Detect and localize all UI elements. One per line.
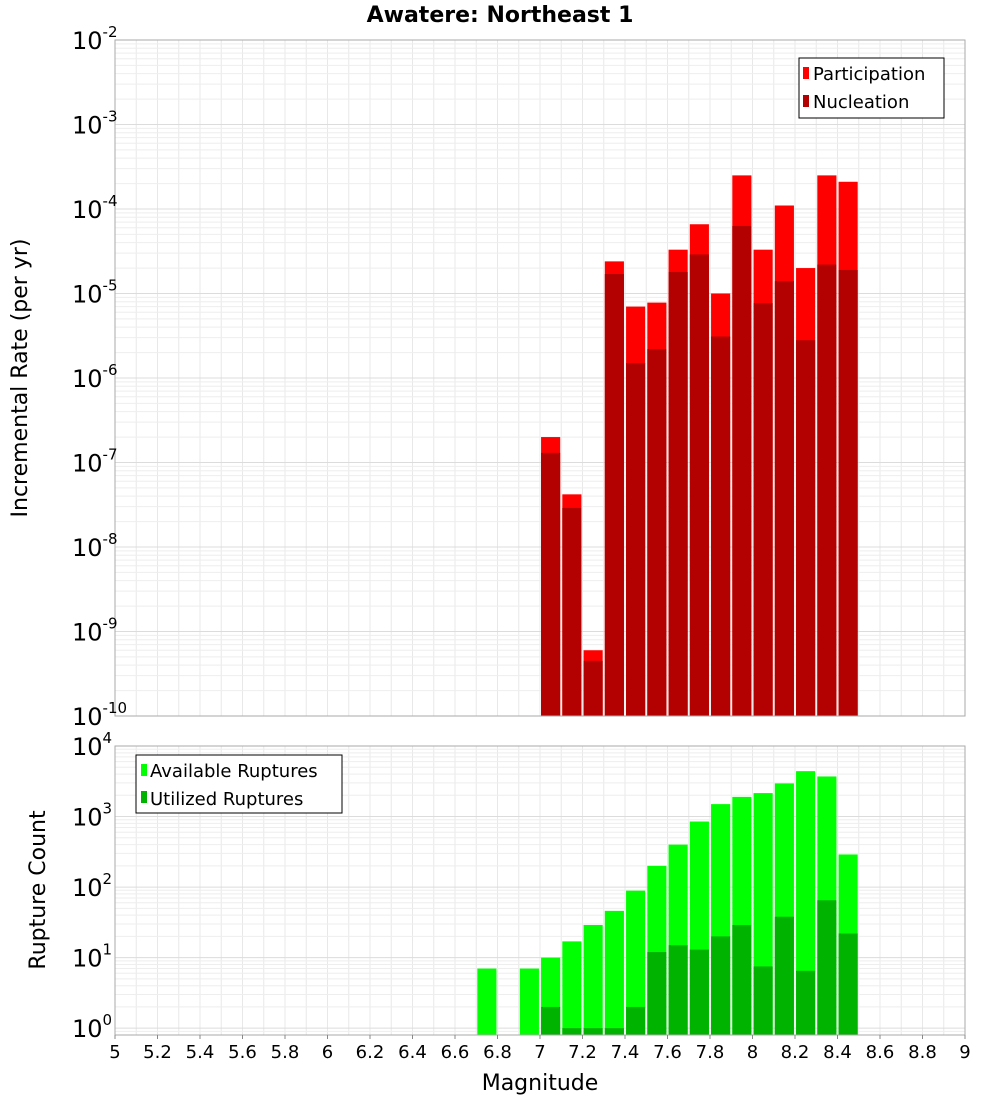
top-y-axis-ticks: 10-2 10-3 10-4 10-5 10-6 10-7 10-8 10-9 10-10 bbox=[72, 23, 127, 731]
y-tick-label: 10-6 bbox=[72, 361, 118, 393]
bar-utilized-ruptures bbox=[668, 945, 688, 1035]
bar-nucleation bbox=[541, 452, 561, 716]
x-tick-label: 8.4 bbox=[823, 1042, 852, 1063]
bar-available-ruptures bbox=[604, 910, 624, 1035]
legend-label-utilized-ruptures: Utilized Ruptures bbox=[150, 789, 303, 810]
bar-nucleation bbox=[668, 271, 688, 716]
bar-nucleation bbox=[626, 363, 646, 716]
top-plot-frame bbox=[114, 39, 966, 717]
y-tick-label: 10-4 bbox=[72, 192, 118, 224]
x-tick-label: 6.6 bbox=[441, 1042, 470, 1063]
bar-utilized-ruptures bbox=[583, 1028, 603, 1035]
x-tick-label: 6.2 bbox=[356, 1042, 385, 1063]
bar-nucleation bbox=[774, 281, 794, 716]
y-tick-label: 103 bbox=[72, 800, 112, 832]
bottom-y-axis-ticks: 104 103 102 101 100 bbox=[72, 729, 112, 1043]
bar-nucleation bbox=[562, 507, 582, 716]
bar-available-ruptures bbox=[477, 968, 497, 1035]
bar-utilized-ruptures bbox=[711, 936, 731, 1035]
x-tick-label: 8.2 bbox=[781, 1042, 810, 1063]
legend-label-nucleation: Nucleation bbox=[813, 92, 909, 113]
bar-nucleation bbox=[838, 269, 858, 716]
bar-nucleation bbox=[817, 264, 837, 716]
legend-label-available-ruptures: Available Ruptures bbox=[150, 761, 318, 782]
bar-available-ruptures bbox=[626, 890, 646, 1035]
bottom-y-axis-label: Rupture Count bbox=[26, 810, 51, 970]
top-y-axis-label: Incremental Rate (per yr) bbox=[8, 239, 33, 518]
x-tick-label: 7 bbox=[534, 1042, 545, 1063]
chart-title: Awatere: Northeast 1 bbox=[367, 3, 634, 28]
bottom-plot-bars bbox=[477, 771, 858, 1035]
y-tick-label: 10-8 bbox=[72, 530, 118, 562]
legend-swatch-participation bbox=[803, 67, 809, 79]
y-tick-label: 104 bbox=[72, 729, 112, 761]
x-tick-label: 5.8 bbox=[271, 1042, 300, 1063]
bar-nucleation bbox=[711, 336, 731, 716]
x-tick-label: 6 bbox=[322, 1042, 333, 1063]
top-legend: Participation Nucleation bbox=[798, 57, 945, 119]
x-tick-label: 5.2 bbox=[143, 1042, 172, 1063]
legend-swatch-available-ruptures bbox=[141, 764, 147, 776]
bar-utilized-ruptures bbox=[604, 1028, 624, 1035]
x-tick-label: 7.2 bbox=[568, 1042, 597, 1063]
x-tick-label: 8 bbox=[747, 1042, 758, 1063]
top-plot-grid bbox=[114, 40, 966, 717]
y-tick-label: 100 bbox=[72, 1011, 112, 1043]
bar-utilized-ruptures bbox=[838, 933, 858, 1035]
y-tick-label: 10-9 bbox=[72, 615, 118, 647]
bar-utilized-ruptures bbox=[817, 900, 837, 1035]
x-axis-label: Magnitude bbox=[482, 1071, 599, 1096]
bar-nucleation bbox=[796, 340, 816, 716]
top-plot: 10-2 10-3 10-4 10-5 10-6 10-7 10-8 10-9 10-10 In… bbox=[8, 23, 966, 731]
x-tick-label: 7.4 bbox=[611, 1042, 640, 1063]
y-tick-label: 10-7 bbox=[72, 446, 118, 478]
bar-nucleation bbox=[647, 349, 667, 716]
x-tick-label: 6.8 bbox=[483, 1042, 512, 1063]
bar-available-ruptures bbox=[562, 941, 582, 1035]
bar-utilized-ruptures bbox=[626, 1006, 646, 1035]
top-legend-box bbox=[798, 57, 945, 119]
bar-nucleation bbox=[753, 303, 773, 716]
y-tick-label: 10-10 bbox=[72, 699, 127, 731]
legend-swatch-nucleation bbox=[803, 95, 809, 107]
y-tick-label: 10-5 bbox=[72, 277, 118, 309]
bar-utilized-ruptures bbox=[796, 970, 816, 1035]
top-plot-bars bbox=[541, 175, 858, 717]
bar-nucleation bbox=[689, 254, 709, 716]
bottom-plot: 104 103 102 101 100 5 5.2 5.4 5.6 5.8 6 6.2 6.4 6.6 6… bbox=[26, 729, 971, 1096]
legend-label-participation: Participation bbox=[813, 64, 925, 85]
y-tick-label: 10-3 bbox=[72, 108, 118, 140]
bottom-legend-box bbox=[135, 754, 343, 814]
x-tick-label: 7.8 bbox=[696, 1042, 725, 1063]
bar-nucleation bbox=[732, 225, 752, 716]
bar-available-ruptures bbox=[583, 925, 603, 1035]
bar-utilized-ruptures bbox=[647, 952, 667, 1035]
bar-utilized-ruptures bbox=[753, 966, 773, 1035]
bottom-legend: Available Ruptures Utilized Ruptures bbox=[135, 754, 343, 814]
x-tick-label: 5.6 bbox=[228, 1042, 257, 1063]
bar-utilized-ruptures bbox=[689, 949, 709, 1035]
bar-utilized-ruptures bbox=[774, 916, 794, 1035]
bar-utilized-ruptures bbox=[562, 1028, 582, 1035]
y-tick-label: 10-2 bbox=[72, 23, 118, 55]
x-tick-label: 5 bbox=[109, 1042, 120, 1063]
y-tick-label: 102 bbox=[72, 870, 112, 902]
x-axis-ticks: 5 5.2 5.4 5.6 5.8 6 6.2 6.4 6.6 6.8 7 7.2 7.4 7.6 7.8 8… bbox=[109, 1035, 971, 1063]
bar-utilized-ruptures bbox=[732, 925, 752, 1035]
x-tick-label: 9 bbox=[959, 1042, 970, 1063]
bar-available-ruptures bbox=[796, 771, 816, 1035]
bar-nucleation bbox=[583, 660, 603, 716]
x-tick-label: 5.4 bbox=[186, 1042, 215, 1063]
bar-nucleation bbox=[604, 274, 624, 716]
bar-available-ruptures bbox=[519, 968, 539, 1035]
legend-swatch-utilized-ruptures bbox=[141, 791, 147, 803]
x-tick-label: 6.4 bbox=[398, 1042, 427, 1063]
x-tick-label: 8.8 bbox=[908, 1042, 937, 1063]
x-tick-label: 7.6 bbox=[653, 1042, 682, 1063]
bar-utilized-ruptures bbox=[541, 1006, 561, 1035]
y-tick-label: 101 bbox=[72, 941, 112, 973]
x-tick-label: 8.6 bbox=[866, 1042, 895, 1063]
